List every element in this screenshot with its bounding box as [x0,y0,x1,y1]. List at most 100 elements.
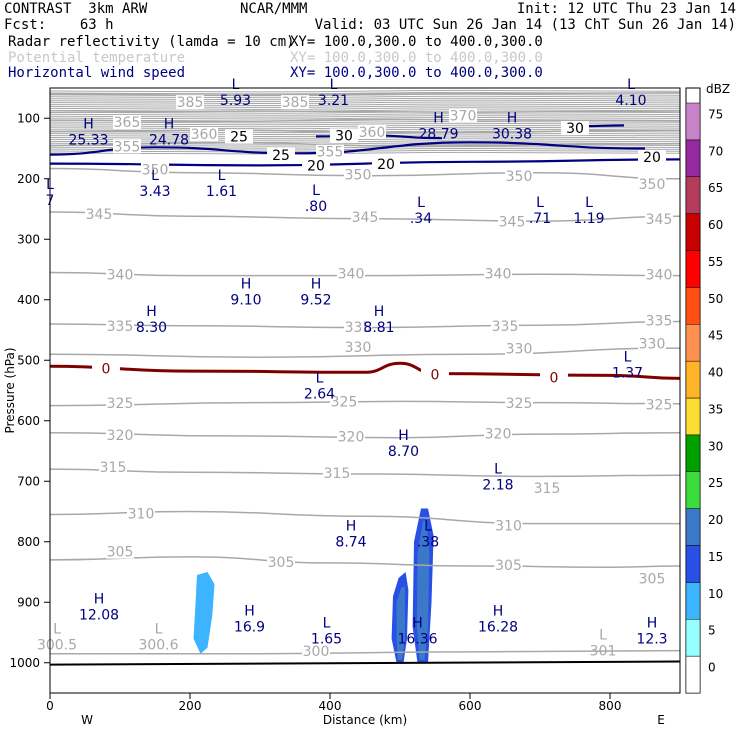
extremum-low-marker: L [151,168,159,184]
theta-band-line [49,99,681,103]
extremum-value-label: 4.10 [615,93,646,109]
theta-label-305: 305 [268,555,295,571]
extremum-low-marker: L [330,77,338,93]
theta-label-335-bg [106,318,134,333]
theta-label-330-bg [505,341,533,356]
theta-label-325: 325 [646,398,673,414]
extremum-value-label: 16.9 [234,619,265,635]
theta-label-345: 345 [499,214,526,230]
ground-line [49,660,681,666]
theta-label-310: 310 [128,507,155,523]
theta-band-line [49,103,681,107]
theta-label-320-bg [484,426,512,441]
theta-label-340-bg [645,267,673,282]
theta-band-line [49,149,681,153]
zero-label-bg [540,370,568,385]
colorbar-swatch [685,619,701,657]
zero-label-bg [421,367,449,382]
theta-label-355-bg [316,144,344,159]
colorbar-level-label: 0 [708,661,716,675]
theta-band-line [49,151,681,155]
model-title: CONTRAST 3km ARW [4,1,148,17]
theta-band-line [49,115,681,118]
extremum-value-label: 28.79 [418,126,458,142]
theta-label-320-bg [106,427,134,442]
extremum-value-label: 300.5 [37,638,77,654]
valid-time: Valid: 03 UTC Sun 26 Jan 14 (13 ChT Sun … [314,17,736,33]
colorbar-level-label: 75 [708,107,723,121]
zero-label: 0 [550,370,559,386]
colorbar-level-label: 30 [708,439,723,453]
colorbar-level-label: 70 [708,144,723,158]
colorbar-swatch [685,471,701,509]
x-tick-label: 400 [319,699,342,713]
theta-label-305-bg [638,571,666,586]
theta-band-line [49,105,681,108]
theta-label-355: 355 [317,145,344,161]
theta-band-line [49,138,681,141]
extremum-high-marker: H [241,277,252,293]
y-axis-title: Pressure (hPa) [3,347,17,433]
theta-label-345-bg [85,207,113,222]
x-tick-label: 0 [46,699,54,713]
extremum-value-label: 3.43 [139,184,170,200]
extremum-value-label: 1.19 [573,211,604,227]
extremum-value-label: 8.81 [363,320,394,336]
extremum-value-label: 16.36 [397,632,437,648]
theta-label-385: 385 [177,95,204,111]
theta-label-350-bg [344,167,372,182]
theta-label-350: 350 [506,169,533,185]
theta-band-line [49,95,681,99]
reflectivity-cell-2 [396,587,405,660]
theta-band-line [49,116,681,120]
theta-band-line [49,89,681,93]
theta-label-330: 330 [345,340,372,356]
theta-contour-365 [49,118,681,123]
zero-label: 0 [102,361,111,377]
extremum-low-marker: L [323,616,331,632]
y-tick-label: 900 [17,595,40,609]
theta-label-305-bg [494,557,523,572]
colorbar-swatch [685,324,701,362]
extremum-value-label: 301 [590,644,617,660]
extremum-high-marker: H [94,591,105,607]
extremum-high-marker: H [412,616,423,632]
theta-label-385: 385 [282,95,309,111]
theta-label-340: 340 [107,268,134,284]
theta-label-320-bg [337,429,365,444]
colorbar-swatch [685,360,701,399]
wind-label-20-bg [638,150,666,165]
theta-label-315: 315 [100,460,127,476]
extremum-value-label: 1.61 [206,184,237,200]
x-axis-title: Distance (km) [323,713,407,727]
extremum-value-label: 8.70 [388,444,419,460]
wind-label-20: 20 [377,157,395,173]
theta-label-350: 350 [639,177,666,193]
theta-label-315-bg [323,465,351,480]
colorbar-level-label: 50 [708,292,723,306]
theta-label-350-bg [638,176,666,191]
forecast-hour: Fcst: 63 h [4,17,114,33]
wind-label-25-bg [225,129,253,144]
extremum-low-marker: L [599,628,607,644]
extremum-high-marker: H [311,277,322,293]
theta-label-315: 315 [534,481,561,497]
theta-contour-300 [50,649,681,655]
extremum-value-label: 5.93 [220,93,251,109]
y-tick-label: 100 [17,111,40,125]
theta-label-325: 325 [506,396,533,412]
theta-label-320: 320 [338,430,365,446]
wind-label-30-bg [561,121,589,136]
extremum-high-marker: H [164,116,175,132]
theta-label-340-bg [106,267,134,282]
theta-label-305-bg [106,544,134,559]
wind-label-20: 20 [307,159,325,175]
extremum-value-label: 1.65 [311,632,342,648]
zero-contour-line [49,361,681,380]
y-tick-label: 700 [17,474,40,488]
colorbar-swatch [685,582,701,620]
zero-label-bg [92,361,120,376]
y-tick-label: 600 [17,414,40,428]
theta-label-325-bg [505,395,533,410]
theta-label-385-bg [281,95,309,110]
